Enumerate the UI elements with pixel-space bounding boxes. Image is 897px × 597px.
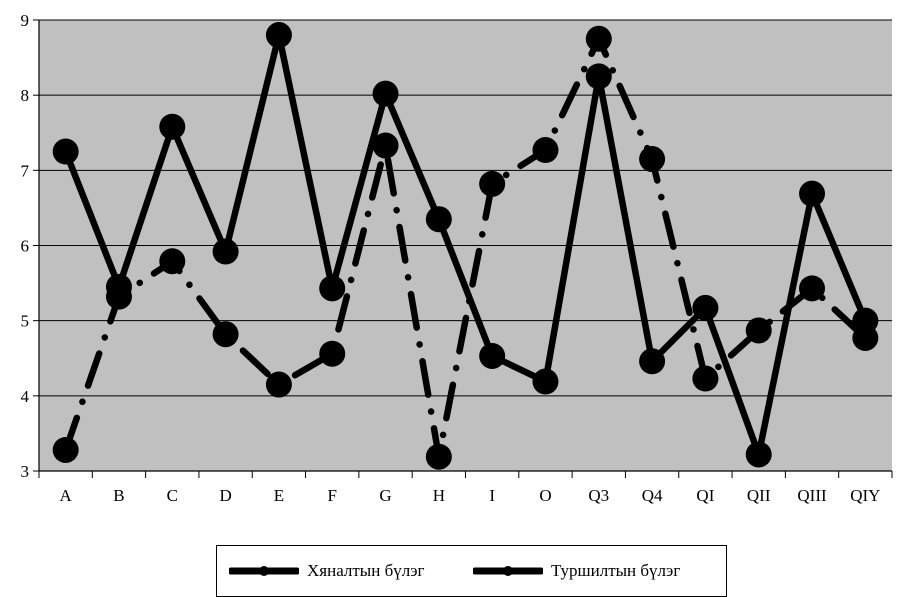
data-point <box>799 180 826 207</box>
legend-swatch-series-2 <box>473 566 543 576</box>
x-tick-label: C <box>167 486 178 505</box>
legend-item-series-1: Хяналтын бүлэг <box>229 546 424 596</box>
series-layer <box>52 22 879 470</box>
data-point <box>479 342 506 369</box>
x-tick-label: QIY <box>850 486 880 505</box>
x-tick-label: Q4 <box>642 486 663 505</box>
x-tick-label: D <box>219 486 231 505</box>
data-point <box>319 275 346 302</box>
x-tick-label: F <box>327 486 336 505</box>
y-tick-label: 9 <box>21 11 30 30</box>
data-point <box>639 348 666 375</box>
legend-label-series-1: Хяналтын бүлэг <box>307 561 425 580</box>
data-point <box>692 294 719 321</box>
y-tick-label: 3 <box>21 462 30 481</box>
series-2 <box>52 25 879 470</box>
data-point <box>532 137 559 164</box>
x-axis-ticks: A B C D E F G H I O Q3 Q4 QI QII QIII QIY <box>38 471 893 505</box>
y-tick-label: 8 <box>21 86 30 105</box>
data-point <box>585 25 612 52</box>
data-point <box>372 80 399 107</box>
x-tick-label: QIII <box>797 486 827 505</box>
x-tick-label: G <box>379 486 391 505</box>
line-chart: 3 4 5 6 7 8 9 A B C D E F G H I O Q3 Q4 QI QII QIII QIY <box>21 11 893 505</box>
legend-item-series-2: Туршилтын бүлэг <box>473 546 680 596</box>
x-tick-label: E <box>274 486 284 505</box>
x-tick-label: I <box>489 486 495 505</box>
x-tick-label: A <box>60 486 73 505</box>
x-tick-label: O <box>539 486 551 505</box>
data-point <box>372 132 399 159</box>
data-point <box>425 443 452 470</box>
data-point <box>265 371 292 398</box>
data-point <box>212 238 239 265</box>
data-point <box>105 283 132 310</box>
data-point <box>585 63 612 90</box>
data-point <box>159 113 186 140</box>
y-tick-label: 7 <box>21 161 30 180</box>
legend-label-series-2: Туршилтын бүлэг <box>551 561 681 580</box>
data-point <box>212 321 239 348</box>
y-axis-ticks: 3 4 5 6 7 8 9 <box>21 11 39 481</box>
x-tick-label: Q3 <box>588 486 609 505</box>
data-point <box>425 206 452 233</box>
series-line-2 <box>62 35 869 460</box>
x-tick-label: QII <box>747 486 771 505</box>
y-tick-label: 4 <box>21 387 30 406</box>
data-point <box>532 368 559 395</box>
data-point <box>52 138 79 165</box>
data-point <box>852 324 879 351</box>
x-tick-label: B <box>113 486 124 505</box>
legend: Хяналтын бүлэг Туршилтын бүлэг <box>216 545 727 597</box>
data-point <box>745 317 772 344</box>
data-point <box>639 146 666 173</box>
data-point <box>745 441 772 468</box>
series-line-1 <box>62 31 869 458</box>
y-tick-label: 5 <box>21 312 30 331</box>
data-point <box>52 436 79 463</box>
data-point <box>479 170 506 197</box>
data-point <box>799 275 826 302</box>
x-tick-label: QI <box>696 486 714 505</box>
y-tick-label: 6 <box>21 237 30 256</box>
legend-swatch-series-1 <box>229 566 299 576</box>
x-tick-label: H <box>433 486 445 505</box>
data-point <box>319 340 346 367</box>
data-point <box>265 22 292 49</box>
data-point <box>159 248 186 275</box>
data-point <box>692 365 719 392</box>
